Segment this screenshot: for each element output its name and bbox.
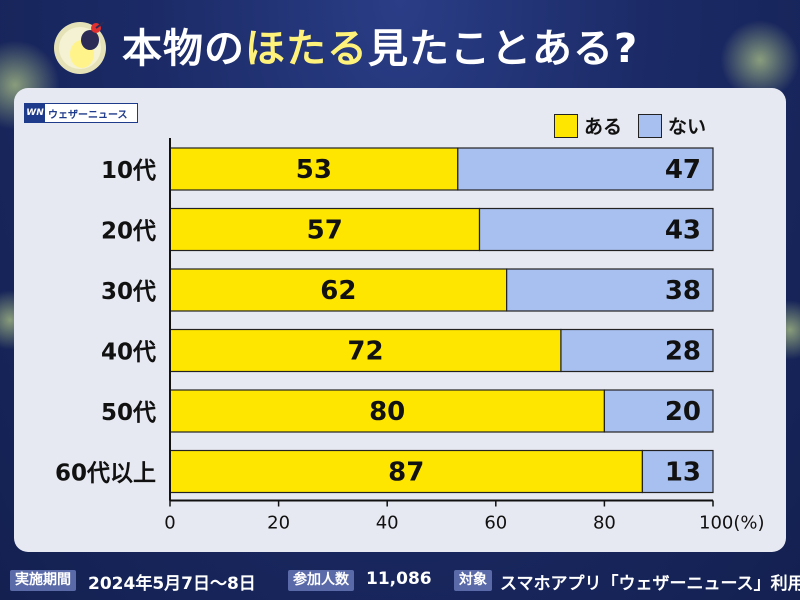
period-label: 実施期間	[10, 570, 76, 591]
category-label: 30代	[101, 279, 156, 305]
legend-item-yes: ある	[554, 112, 622, 139]
title-part: 見たことある?	[368, 26, 639, 72]
bar-segment	[506, 268, 714, 312]
data-label: 80	[369, 397, 405, 427]
data-label: 13	[665, 458, 701, 488]
firefly-glow	[720, 20, 800, 100]
legend-swatch-yes	[554, 113, 578, 138]
category-label: 40代	[101, 340, 156, 366]
bar-segment	[457, 147, 714, 191]
x-tick-label: 0	[164, 513, 175, 534]
bar-segment	[603, 389, 714, 433]
bar-segment	[641, 449, 714, 494]
participants-value: 11,086	[366, 569, 432, 589]
header: 本物のほたる見たことある?	[0, 8, 800, 78]
page-title: 本物のほたる見たことある?	[122, 16, 638, 74]
legend-label-no: ない	[668, 116, 707, 138]
bar-segment	[169, 147, 459, 191]
x-tick-label: 80	[593, 513, 616, 534]
data-label: 62	[320, 276, 356, 306]
data-label: 20	[665, 397, 701, 427]
x-tick-label: 60	[484, 513, 507, 534]
category-label: 10代	[101, 158, 156, 184]
x-tick-label: 20	[267, 513, 290, 534]
data-label: 72	[347, 337, 383, 367]
category-label: 50代	[101, 400, 156, 426]
category-label: 20代	[101, 219, 156, 245]
legend-item-no: ない	[638, 112, 706, 139]
target-label: 対象	[454, 570, 492, 591]
data-label: 53	[296, 155, 332, 185]
data-label: 43	[665, 216, 701, 246]
data-label: 87	[388, 458, 424, 488]
weathernews-logo: WN ウェザーニュース	[24, 103, 138, 123]
bar-segment	[478, 207, 714, 252]
period-value: 2024年5月7日〜8日	[88, 574, 256, 594]
legend-swatch-no	[638, 113, 662, 138]
firefly-icon	[54, 21, 106, 74]
x-tick-label: 100(%)	[699, 513, 765, 534]
footer: 実施期間 2024年5月7日〜8日 参加人数 11,086 対象 スマホアプリ「…	[0, 566, 800, 596]
title-part: 本物の	[122, 26, 245, 72]
x-tick-label: 40	[376, 513, 399, 534]
bar-segment	[169, 328, 562, 373]
data-label: 28	[665, 337, 701, 367]
title-highlight: ほたる	[245, 26, 368, 72]
participants-label: 参加人数	[288, 570, 354, 591]
data-label: 57	[307, 216, 343, 246]
data-label: 38	[665, 276, 701, 306]
legend-label-yes: ある	[584, 116, 623, 138]
bar-segment	[169, 207, 481, 252]
logo-mark: WN	[25, 104, 45, 122]
category-label: 60代以上	[55, 461, 156, 487]
logo-text: ウェザーニュース	[48, 109, 128, 121]
data-label: 47	[665, 155, 701, 185]
bar-segment	[560, 328, 714, 373]
target-value: スマホアプリ「ウェザーニュース」利用者	[500, 574, 800, 594]
